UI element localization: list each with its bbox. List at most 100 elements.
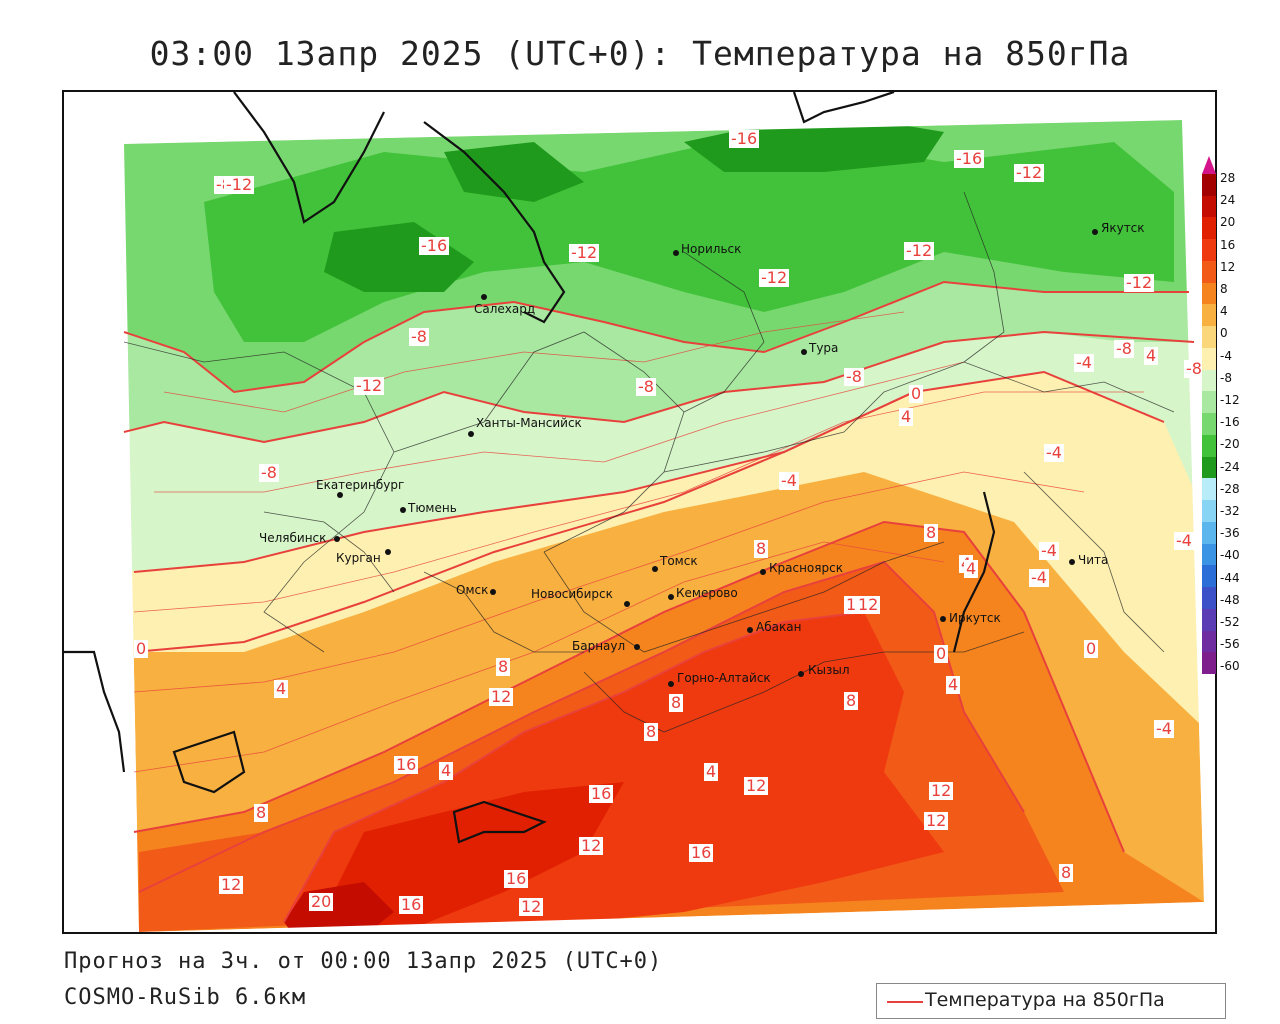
colorbar-tick-label: -48 bbox=[1220, 592, 1240, 607]
isotherm-value-label: 16 bbox=[399, 895, 424, 914]
isotherm-value-label: -8 bbox=[409, 327, 429, 346]
isotherm-value-label: 8 bbox=[1059, 863, 1074, 882]
isotherm-value-label: 12 bbox=[856, 595, 881, 614]
colorbar-tick-label: -36 bbox=[1220, 526, 1240, 541]
isotherm-value-label: 8 bbox=[644, 722, 659, 741]
colorbar-tick-label: 8 bbox=[1220, 282, 1228, 296]
isotherm-value-label: 8 bbox=[844, 691, 859, 710]
colorbar-segment bbox=[1202, 217, 1216, 240]
isotherm-value-label: -4 bbox=[1074, 353, 1094, 372]
city-label: Барнаул bbox=[572, 639, 626, 653]
colorbar-tick-label: 0 bbox=[1220, 326, 1228, 341]
city-label: Новосибирск bbox=[531, 587, 613, 601]
city-label: Челябинск bbox=[259, 531, 327, 545]
colorbar-segment bbox=[1202, 630, 1216, 653]
isotherm-value-label: 16 bbox=[504, 869, 529, 888]
isotherm-value-label: 8 bbox=[496, 657, 511, 676]
colorbar-segment bbox=[1202, 521, 1216, 545]
isotherm-value-label: -4 bbox=[1044, 443, 1064, 462]
isotherm-value-label: 4 bbox=[704, 762, 719, 781]
colorbar-tick-label: 12 bbox=[1220, 259, 1236, 274]
city-label: Красноярск bbox=[769, 561, 843, 575]
colorbar-segment bbox=[1202, 239, 1216, 262]
colorbar-segment bbox=[1202, 304, 1216, 327]
colorbar-tick-label: -16 bbox=[1220, 415, 1240, 430]
temperature-map: Салехард Норильск Якутск Тура Ханты-Манс… bbox=[62, 90, 1217, 934]
isotherm-value-label: 0 bbox=[909, 384, 924, 403]
isotherm-value-label: 8 bbox=[754, 539, 769, 558]
colorbar-segment bbox=[1202, 347, 1216, 371]
colorbar-segment bbox=[1202, 478, 1216, 501]
colorbar-segment bbox=[1202, 260, 1216, 284]
colorbar-segment bbox=[1202, 543, 1216, 566]
isotherm-value-label: -12 bbox=[224, 175, 255, 194]
colorbar-max-arrow bbox=[1202, 156, 1216, 174]
isotherm-value-label: 4 bbox=[274, 679, 289, 698]
city-label: Тура bbox=[809, 341, 839, 355]
colorbar-segment bbox=[1202, 652, 1216, 675]
isotherm-value-label: 8 bbox=[669, 693, 684, 712]
city-markers bbox=[334, 229, 1098, 687]
isotherm-value-label: -16 bbox=[419, 236, 450, 255]
colorbar-tick-label: -56 bbox=[1220, 637, 1240, 652]
colorbar-tick-label: 20 bbox=[1220, 215, 1236, 230]
colorbar-segment bbox=[1202, 500, 1216, 523]
isotherm-value-label: 8 bbox=[924, 523, 939, 542]
colorbar-segment bbox=[1202, 391, 1216, 414]
colorbar-segment bbox=[1202, 282, 1216, 305]
legend-line-swatch bbox=[887, 1001, 923, 1003]
city-label: Иркутск bbox=[949, 611, 1001, 625]
map-legend: Температура на 850гПа bbox=[876, 983, 1226, 1019]
model-name: COSMO-RuSib 6.6км bbox=[64, 985, 307, 1010]
isotherm-value-label: 12 bbox=[489, 687, 514, 706]
isotherm-value-label: -8 bbox=[259, 463, 279, 482]
city-label: Якутск bbox=[1101, 221, 1145, 235]
isotherm-value-label: -12 bbox=[904, 241, 935, 260]
isotherm-value-label: 16 bbox=[589, 784, 614, 803]
isotherm-value-label: -4 bbox=[779, 471, 799, 490]
colorbar-segment bbox=[1202, 456, 1216, 479]
isotherm-value-label: -4 bbox=[1029, 568, 1049, 587]
isotherm-value-label: -12 bbox=[1124, 273, 1155, 292]
city-label: Норильск bbox=[681, 242, 742, 256]
isotherm-value-label: 12 bbox=[924, 811, 949, 830]
colorbar-segment bbox=[1202, 326, 1216, 349]
colorbar-tick-label: -28 bbox=[1220, 481, 1240, 496]
colorbar-segment bbox=[1202, 434, 1216, 458]
legend-label: Температура на 850гПа bbox=[925, 989, 1165, 1011]
isotherm-value-label: 0 bbox=[1084, 639, 1099, 658]
isotherm-value-label: -16 bbox=[954, 149, 985, 168]
isotherm-lines bbox=[123, 280, 1195, 923]
city-label: Тюмень bbox=[408, 501, 457, 515]
isotherm-value-label: -12 bbox=[354, 376, 385, 395]
colorbar-segment bbox=[1202, 587, 1216, 610]
colorbar-segment bbox=[1202, 413, 1216, 436]
city-label: Абакан bbox=[756, 620, 802, 634]
isotherm-value-label: 0 bbox=[134, 639, 149, 658]
isotherm-value-label: 0 bbox=[934, 644, 949, 663]
city-label: Екатеринбург bbox=[316, 478, 405, 492]
isotherm-value-label: 4 bbox=[946, 675, 961, 694]
colorbar-segment bbox=[1202, 565, 1216, 588]
colorbar-tick-label: -44 bbox=[1220, 570, 1240, 585]
colorbar-tick-label: 24 bbox=[1220, 193, 1236, 208]
colorbar-tick-label: -40 bbox=[1220, 548, 1240, 563]
city-label: Чита bbox=[1078, 553, 1109, 567]
isotherm-value-label: 4 bbox=[964, 559, 979, 578]
isotherm-value-label: -8 bbox=[1184, 359, 1204, 378]
colorbar-tick-label: -4 bbox=[1220, 348, 1232, 363]
city-label: Ханты-Мансийск bbox=[476, 416, 582, 430]
isotherm-value-label: 12 bbox=[219, 875, 244, 894]
isotherm-value-label: -4 bbox=[1154, 719, 1174, 738]
isotherm-value-label: 4 bbox=[899, 407, 914, 426]
isotherm-value-label: 16 bbox=[689, 843, 714, 862]
isotherm-value-label: 12 bbox=[744, 776, 769, 795]
isotherm-value-label: 4 bbox=[1144, 346, 1159, 365]
colorbar-tick-label: -60 bbox=[1220, 659, 1240, 674]
isotherm-value-label: -16 bbox=[729, 129, 760, 148]
isotherm-value-label: 4 bbox=[439, 761, 454, 780]
colorbar-tick-label: -20 bbox=[1220, 437, 1240, 452]
city-label: Кызыл bbox=[808, 663, 850, 677]
colorbar-tick-label: -24 bbox=[1220, 459, 1240, 474]
isotherm-value-label: -8 bbox=[1114, 339, 1134, 358]
